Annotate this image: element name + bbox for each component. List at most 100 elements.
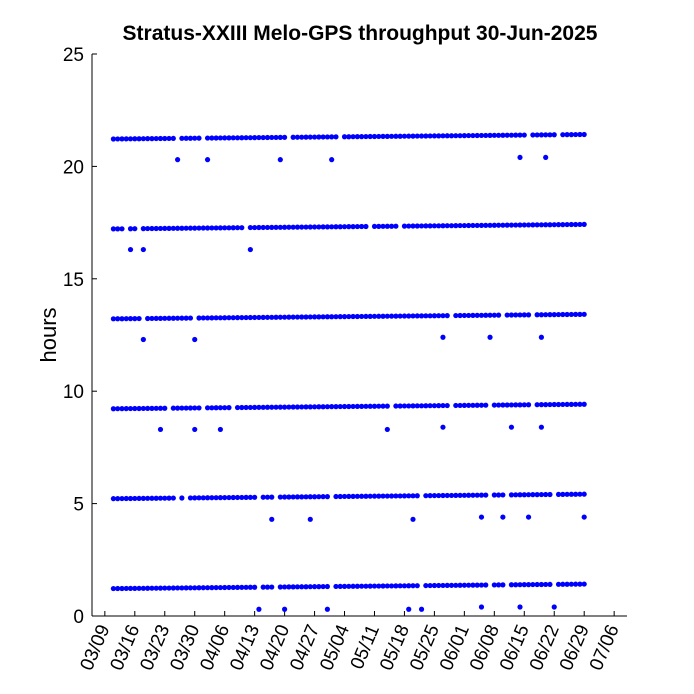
data-point — [478, 132, 485, 139]
y-tick-label: 0 — [73, 607, 84, 628]
chart-title: Stratus-XXIII Melo-GPS throughput 30-Jun… — [123, 22, 598, 45]
data-point — [196, 495, 202, 501]
data-point — [371, 133, 378, 140]
data-point — [115, 316, 121, 322]
data-point — [543, 222, 549, 228]
data-point — [470, 312, 476, 318]
data-point — [299, 224, 305, 230]
data-point — [149, 495, 155, 501]
data-point — [371, 403, 378, 409]
data-point — [239, 494, 245, 501]
data-point — [474, 312, 480, 318]
data-point — [277, 224, 283, 230]
data-point — [127, 585, 134, 592]
data-point — [316, 494, 322, 500]
data-point — [346, 583, 352, 589]
data-point — [153, 405, 159, 411]
data-point — [444, 492, 450, 499]
data-point — [504, 402, 510, 408]
data-point — [414, 223, 420, 229]
data-point — [307, 494, 313, 500]
data-point — [414, 583, 420, 589]
data-point — [410, 493, 416, 499]
data-point — [496, 222, 502, 228]
data-point — [350, 134, 356, 140]
data-point — [213, 405, 219, 411]
data-point — [406, 403, 412, 409]
data-point — [204, 225, 211, 231]
data-point — [401, 493, 408, 499]
data-point — [269, 314, 275, 320]
outlier-point — [324, 606, 330, 612]
data-point — [136, 136, 142, 142]
data-point — [466, 402, 472, 408]
data-point — [307, 314, 313, 320]
data-point — [380, 583, 386, 589]
data-point — [222, 225, 228, 231]
data-point — [380, 133, 386, 139]
data-point — [157, 225, 164, 232]
data-point — [170, 495, 176, 501]
data-point — [508, 312, 515, 318]
data-point — [427, 223, 433, 229]
data-point — [547, 401, 553, 408]
data-point — [290, 224, 296, 230]
data-point — [346, 313, 352, 320]
data-point — [145, 495, 151, 501]
y-tick-label: 20 — [63, 157, 84, 178]
data-point — [367, 313, 373, 319]
data-point — [354, 223, 360, 230]
data-point — [153, 315, 159, 322]
data-point — [564, 311, 570, 318]
data-point — [560, 311, 566, 318]
data-point — [217, 405, 223, 411]
data-point — [252, 584, 258, 590]
data-point — [491, 312, 497, 318]
data-point — [350, 583, 356, 589]
data-point — [560, 132, 566, 138]
data-point — [555, 401, 562, 408]
outlier-point — [478, 514, 485, 520]
data-point — [260, 314, 266, 320]
data-point — [209, 495, 215, 501]
y-tick-label: 15 — [63, 270, 84, 291]
data-point — [226, 225, 232, 231]
data-point — [581, 491, 587, 497]
data-point — [256, 224, 262, 231]
data-point — [453, 133, 459, 139]
data-point — [204, 135, 211, 141]
data-point — [573, 131, 579, 138]
data-point — [491, 492, 497, 498]
data-point — [371, 223, 378, 230]
data-point — [376, 493, 382, 499]
data-point — [568, 311, 574, 318]
data-point — [324, 404, 330, 410]
data-point — [294, 584, 301, 590]
data-point — [581, 581, 587, 587]
data-point — [269, 494, 275, 500]
data-point — [299, 134, 305, 140]
data-point — [543, 581, 549, 588]
data-point — [521, 312, 527, 318]
data-point — [200, 585, 206, 591]
data-point — [123, 495, 129, 502]
data-point — [483, 402, 489, 408]
data-point — [410, 403, 416, 409]
data-point — [389, 583, 395, 589]
data-point — [534, 312, 540, 318]
data-point — [243, 135, 249, 141]
outlier-point — [440, 334, 446, 340]
data-point — [577, 311, 583, 317]
data-point — [183, 585, 189, 591]
data-point — [123, 136, 129, 142]
data-point — [294, 404, 301, 410]
data-point — [192, 135, 198, 141]
data-point — [277, 314, 283, 320]
data-point — [474, 132, 480, 139]
data-point — [354, 313, 360, 320]
data-point — [354, 403, 360, 410]
data-point — [401, 223, 408, 229]
data-point — [423, 133, 429, 139]
data-point — [487, 222, 493, 228]
